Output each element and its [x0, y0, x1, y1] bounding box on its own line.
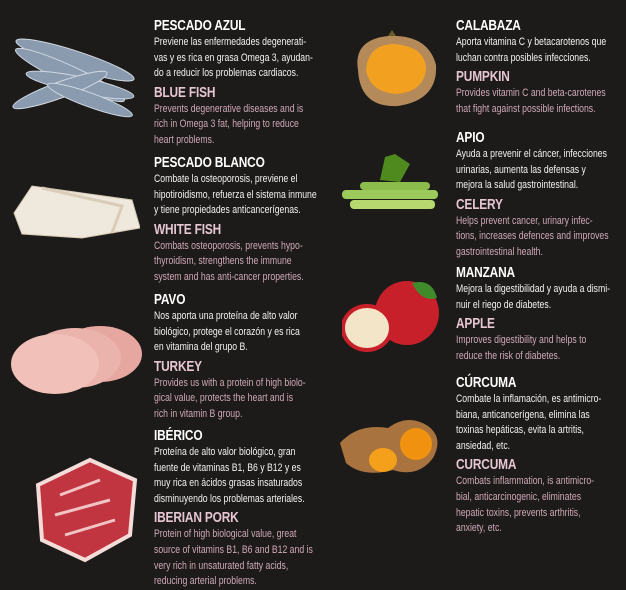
pork-steak-image [35, 457, 138, 563]
food-item-apple: MANZANA Mejora la digestibilidad y ayuda … [456, 265, 624, 364]
english-text: thyroidism, strengthens the immune [154, 255, 292, 268]
english-text: hepatic toxins, prevents arthritis, [456, 506, 581, 519]
english-text: Protein of high biological value, great [154, 528, 297, 541]
english-text: gastrointestinal health. [456, 245, 543, 258]
spanish-text: toxinas hepáticas, evita la artritis, [456, 424, 584, 437]
english-text: tions, increases defences and improves [456, 230, 609, 243]
spanish-text: Combate la inflamación, es antimicro- [456, 393, 602, 405]
english-title: BLUE FISH [154, 84, 216, 101]
english-text: Helps prevent cancer, urinary infec- [456, 214, 593, 227]
food-item-white-fish: PESCADO BLANCO Combate la osteoporosis, p… [154, 155, 322, 286]
english-text: that fight against possible infections. [456, 102, 596, 115]
spanish-title: IBÉRICO [154, 428, 203, 444]
spanish-text: fuente de vitaminas B1, B6 y B12 y es [154, 461, 301, 474]
spanish-text: en vitamina del grupo B. [154, 341, 248, 354]
english-text: Combats inflammation, is antimicro- [456, 475, 595, 488]
food-item-curcuma: CÚRCUMA Combate la inflamación, es antimi… [456, 375, 624, 537]
english-text: Combats osteoporosis, prevents hypo- [154, 239, 303, 252]
english-title: APPLE [456, 316, 495, 333]
english-text: rich in vitamin B group. [154, 407, 243, 420]
spanish-text: Previene las enfermedades degenerati- [154, 36, 307, 48]
english-text: Improves digestibility and helps to [456, 334, 587, 347]
english-title: CURCUMA [456, 457, 517, 474]
english-text: Provides vitamin C and beta-carotenes [456, 87, 606, 100]
sardines-image [12, 38, 135, 118]
food-item-iberian-pork: IBÉRICO Proteína de alto valor biológico,… [154, 428, 322, 590]
spanish-text: Ayuda a prevenir el cáncer, infecciones [456, 148, 607, 160]
spanish-text: vas y es rica en grasa Omega 3, ayudan- [154, 51, 313, 64]
english-text: source of vitamins B1, B6 and B12 and is [154, 543, 313, 556]
spanish-title: PESCADO AZUL [154, 18, 246, 34]
spanish-title: CALABAZA [456, 18, 521, 34]
pumpkin-image [357, 30, 437, 107]
spanish-text: do a reducir los problemas cardiacos. [154, 67, 299, 80]
spanish-text: hipotiroidismo, refuerza el sistema inmu… [154, 188, 317, 201]
spanish-text: muy rica en ácidos grasas insaturados [154, 477, 303, 490]
english-title: CELERY [456, 196, 503, 213]
english-text: anxiety, etc. [456, 522, 502, 535]
apple-image [342, 281, 439, 352]
spanish-text: Nos aporta una proteína de alto valor [154, 310, 298, 322]
spanish-text: y tiene propiedades anticancerígenas. [154, 204, 301, 217]
english-text: reducing arterial problems. [154, 575, 257, 588]
english-title: IBERIAN PORK [154, 510, 239, 527]
white-fish-fillet-image [13, 185, 140, 239]
english-text: rich in Omega 3 fat, helping to reduce [154, 118, 299, 131]
spanish-title: APIO [456, 130, 485, 146]
spanish-text: Aporta vitamina C y betacarotenos que [456, 36, 607, 48]
english-title: TURKEY [154, 358, 202, 375]
spanish-text: luchan contra posibles infecciones. [456, 51, 591, 64]
spanish-text: urinarias, aumenta las defensas y [456, 163, 586, 176]
food-item-celery: APIO Ayuda a prevenir el cáncer, infeccio… [456, 130, 624, 261]
spanish-text: Proteína de alto valor biológico, gran [154, 446, 296, 458]
spanish-text: biana, anticancerígena, elimina las [456, 408, 590, 421]
spanish-text: ansiedad, etc. [456, 439, 511, 452]
spanish-text: biológico, protege el corazón y es rica [154, 325, 300, 338]
food-item-pumpkin: CALABAZA Aporta vitamina C y betacaroteno… [456, 18, 624, 117]
spanish-title: PAVO [154, 292, 186, 308]
spanish-text: mejora la salud gastrointestinal. [456, 179, 579, 192]
food-item-turkey: PAVO Nos aporta una proteína de alto valo… [154, 292, 322, 423]
spanish-title: CÚRCUMA [456, 375, 517, 391]
spanish-text: Combate la osteoporosis, previene el [154, 173, 298, 185]
turmeric-root-image [340, 419, 438, 473]
spanish-text: disminuyendo los problemas arteriales. [154, 492, 305, 505]
spanish-text: nuir el riego de diabetes. [456, 298, 552, 311]
spanish-text: Mejora la digestibilidad y ayuda a dismi… [456, 283, 611, 295]
food-item-blue-fish: PESCADO AZUL Previene las enfermedades de… [154, 18, 322, 149]
english-text: Prevents degenerative diseases and is [154, 102, 304, 115]
english-text: system and has anti-cancer properties. [154, 270, 304, 283]
spanish-title: MANZANA [456, 265, 515, 281]
english-text: very rich in unsaturated fatty acids, [154, 559, 289, 572]
turkey-breast-image [11, 326, 142, 394]
english-title: WHITE FISH [154, 221, 222, 238]
spanish-title: PESCADO BLANCO [154, 155, 265, 171]
english-text: heart problems. [154, 133, 215, 146]
celery-image [342, 154, 438, 209]
english-title: PUMPKIN [456, 69, 510, 86]
english-text: bial, anticarcinogenic, eliminates [456, 490, 582, 503]
english-text: Provides us with a protein of high biolo… [154, 376, 306, 389]
english-text: reduce the risk of diabetes. [456, 349, 561, 362]
english-text: gical value, protects the heart and is [154, 392, 294, 405]
